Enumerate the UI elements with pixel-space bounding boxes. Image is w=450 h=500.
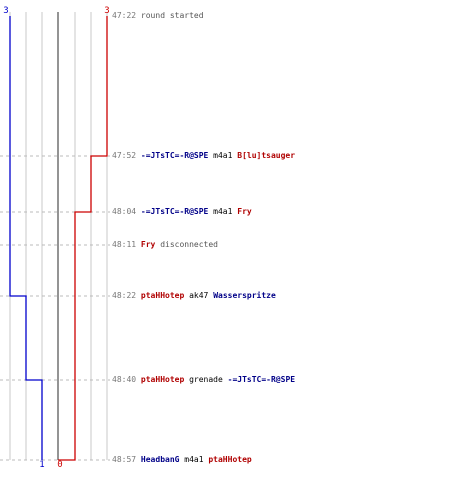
red-start-count-label: 3	[104, 6, 109, 16]
event-row: 48:11 Fry disconnected	[112, 239, 218, 251]
event-row: 48:22 ptaHHotep ak47 Wasserspritze	[112, 290, 276, 302]
event-text: grenade	[184, 375, 228, 384]
event-text: m4a1	[208, 151, 238, 160]
red-end-count-label: 0	[57, 460, 62, 470]
event-timestamp: 47:52	[112, 151, 137, 160]
player-name: ptaHHotep	[208, 455, 252, 464]
event-row: 47:52 -=JTsTC=-R@SPE m4a1 B[lu]tsauger	[112, 150, 295, 162]
player-name: Fry	[140, 240, 156, 249]
event-text: m4a1	[208, 207, 238, 216]
event-row: 48:04 -=JTsTC=-R@SPE m4a1 Fry	[112, 206, 252, 218]
player-name: HeadbanG	[140, 455, 180, 464]
player-name: ptaHHotep	[140, 375, 185, 384]
event-text: ak47	[184, 291, 214, 300]
event-row: 47:22 round started	[112, 10, 204, 22]
event-row: 48:57 HeadbanG m4a1 ptaHHotep	[112, 454, 252, 466]
event-text: round started	[140, 11, 204, 20]
event-timestamp: 48:04	[112, 207, 137, 216]
player-name: -=JTsTC=-R@SPE	[140, 207, 209, 216]
player-name: B[lu]tsauger	[237, 151, 296, 160]
event-text: m4a1	[179, 455, 209, 464]
player-name: Fry	[237, 207, 252, 216]
blue-end-count-label: 1	[39, 460, 44, 470]
blue-start-count-label: 3	[3, 6, 8, 16]
event-timestamp: 47:22	[112, 11, 137, 20]
red-team-series-line	[58, 16, 108, 461]
event-timestamp: 48:22	[112, 291, 137, 300]
player-name: -=JTsTC=-R@SPE	[227, 375, 296, 384]
event-timestamp: 48:11	[112, 240, 137, 249]
player-name: -=JTsTC=-R@SPE	[140, 151, 209, 160]
event-timestamp: 48:57	[112, 455, 137, 464]
event-text: disconnected	[155, 240, 218, 249]
event-row: 48:40 ptaHHotep grenade -=JTsTC=-R@SPE	[112, 374, 295, 386]
event-timestamp: 48:40	[112, 375, 137, 384]
player-name: Wasserspritze	[213, 291, 276, 300]
blue-team-series-line	[9, 16, 43, 460]
player-name: ptaHHotep	[140, 291, 185, 300]
